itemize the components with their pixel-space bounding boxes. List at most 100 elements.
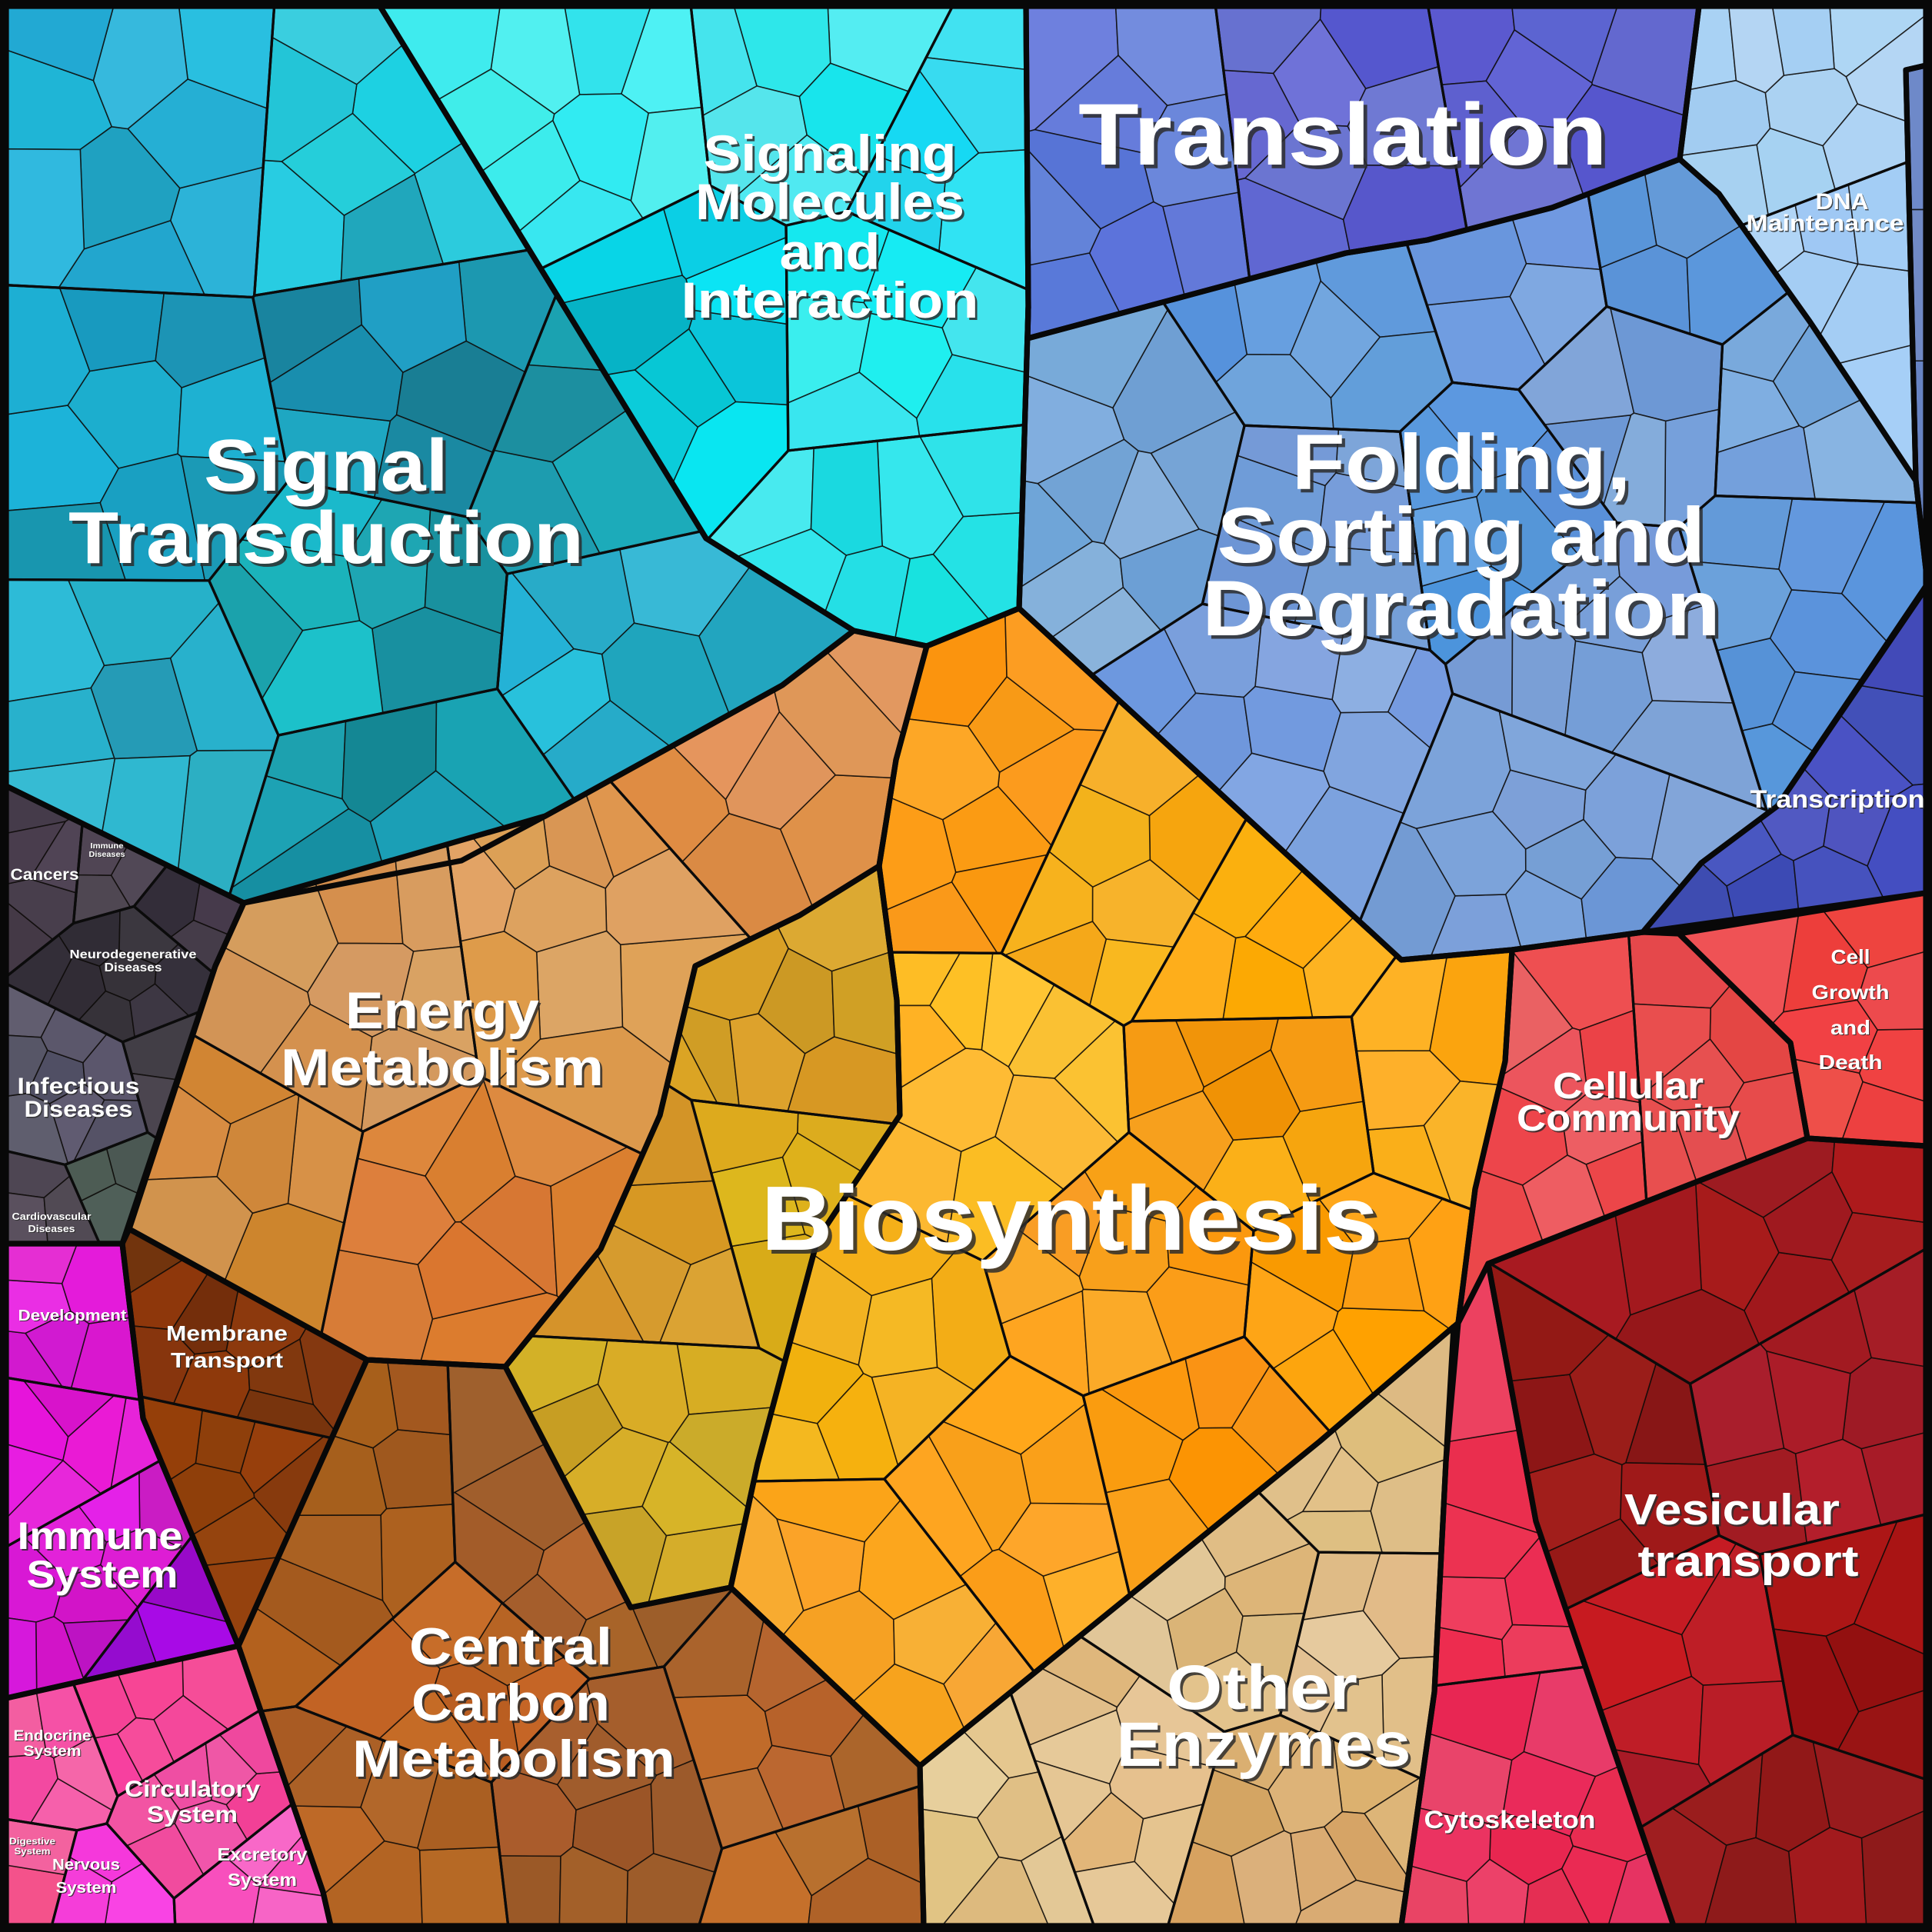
svg-text:Neurodegenerative: Neurodegenerative — [71, 949, 198, 962]
svg-text:System: System — [56, 1880, 117, 1897]
svg-text:System: System — [28, 1554, 180, 1597]
svg-text:and: and — [1831, 1017, 1871, 1040]
svg-text:Degradation: Degradation — [1202, 565, 1720, 652]
svg-text:Maintenance: Maintenance — [1747, 212, 1905, 237]
svg-text:Transport: Transport — [171, 1348, 283, 1372]
svg-text:Maintenance: Maintenance — [1747, 211, 1904, 236]
svg-text:and: and — [781, 225, 882, 282]
svg-text:Degradation: Degradation — [1205, 568, 1724, 655]
svg-text:Metabolism: Metabolism — [355, 1732, 678, 1790]
svg-text:System: System — [228, 1870, 297, 1890]
svg-text:Diseases: Diseases — [105, 961, 162, 974]
svg-text:Biosynthesis: Biosynthesis — [765, 1171, 1383, 1274]
svg-text:System: System — [15, 1847, 52, 1857]
svg-text:Excretory: Excretory — [218, 1844, 308, 1864]
svg-text:Vesicular: Vesicular — [1626, 1487, 1841, 1536]
svg-text:Sorting and: Sorting and — [1221, 495, 1709, 582]
svg-text:transport: transport — [1638, 1537, 1859, 1586]
svg-text:Community: Community — [1517, 1098, 1740, 1139]
svg-text:Cardiovascular: Cardiovascular — [13, 1211, 92, 1223]
svg-text:Cytoskeleton: Cytoskeleton — [1425, 1807, 1597, 1834]
svg-text:Cellular: Cellular — [1554, 1068, 1705, 1108]
svg-text:Immune: Immune — [19, 1516, 185, 1559]
svg-text:Circulatory: Circulatory — [125, 1777, 261, 1803]
svg-text:Metabolism: Metabolism — [281, 1038, 604, 1097]
svg-text:Development: Development — [19, 1308, 128, 1325]
svg-text:Diseases: Diseases — [105, 962, 163, 975]
svg-text:Cancers: Cancers — [12, 867, 80, 884]
svg-text:Carbon: Carbon — [414, 1676, 612, 1734]
svg-text:Nervous: Nervous — [52, 1857, 120, 1874]
svg-text:Energy: Energy — [345, 981, 539, 1040]
svg-text:Membrane: Membrane — [166, 1321, 288, 1345]
svg-text:System: System — [27, 1553, 178, 1596]
svg-text:Carbon: Carbon — [411, 1674, 610, 1732]
svg-text:Growth: Growth — [1812, 981, 1890, 1004]
svg-text:Endocrine: Endocrine — [15, 1729, 92, 1745]
svg-text:System: System — [148, 1803, 238, 1828]
svg-text:Folding,: Folding, — [1292, 418, 1631, 506]
svg-text:Diseases: Diseases — [89, 851, 125, 859]
svg-text:System: System — [147, 1802, 238, 1827]
svg-text:transport: transport — [1640, 1538, 1860, 1587]
svg-text:System: System — [24, 1744, 82, 1760]
svg-text:Cancers: Cancers — [11, 866, 79, 884]
svg-text:and: and — [780, 223, 881, 280]
svg-text:Central: Central — [411, 1620, 615, 1678]
svg-text:Transcription: Transcription — [1751, 786, 1926, 814]
svg-text:Molecules: Molecules — [698, 175, 967, 232]
svg-text:Signaling: Signaling — [704, 125, 957, 182]
svg-text:and: and — [1830, 1016, 1870, 1039]
svg-text:Endocrine: Endocrine — [14, 1728, 92, 1744]
svg-text:System: System — [57, 1880, 118, 1897]
svg-text:Interaction: Interaction — [683, 274, 981, 331]
svg-text:Signal: Signal — [204, 425, 448, 507]
svg-text:Translation: Translation — [1078, 86, 1607, 184]
svg-text:Infectious: Infectious — [18, 1074, 141, 1100]
svg-text:Interaction: Interaction — [681, 271, 979, 328]
svg-text:Immune: Immune — [92, 843, 125, 851]
svg-text:Molecules: Molecules — [695, 173, 964, 230]
svg-text:Folding,: Folding, — [1295, 421, 1634, 509]
svg-text:Diseases: Diseases — [90, 851, 126, 860]
svg-text:Sorting and: Sorting and — [1217, 491, 1706, 579]
svg-text:Development: Development — [18, 1307, 127, 1324]
svg-text:Cell: Cell — [1832, 946, 1871, 969]
svg-text:Digestive: Digestive — [10, 1837, 56, 1847]
svg-text:Diseases: Diseases — [28, 1223, 75, 1234]
svg-text:Diseases: Diseases — [25, 1098, 134, 1123]
svg-text:Death: Death — [1819, 1051, 1883, 1074]
svg-text:System: System — [15, 1846, 51, 1857]
svg-text:Energy: Energy — [348, 984, 541, 1042]
svg-text:Metabolism: Metabolism — [283, 1041, 606, 1099]
svg-text:Vesicular: Vesicular — [1624, 1485, 1840, 1534]
svg-text:DNA: DNA — [1816, 189, 1869, 215]
svg-text:Diseases: Diseases — [29, 1224, 76, 1235]
svg-text:Other: Other — [1169, 1655, 1360, 1725]
svg-text:Excretory: Excretory — [218, 1845, 308, 1865]
svg-text:Biosynthesis: Biosynthesis — [761, 1168, 1379, 1270]
svg-text:Signal: Signal — [207, 428, 451, 510]
svg-text:Signaling: Signaling — [705, 127, 958, 184]
svg-text:Immune: Immune — [18, 1514, 183, 1557]
svg-text:Neurodegenerative: Neurodegenerative — [70, 948, 197, 961]
svg-text:Cell: Cell — [1831, 945, 1870, 968]
svg-text:Community: Community — [1518, 1100, 1741, 1141]
svg-text:Metabolism: Metabolism — [352, 1730, 675, 1788]
svg-text:Cytoskeleton: Cytoskeleton — [1424, 1806, 1596, 1834]
svg-text:System: System — [25, 1744, 82, 1760]
svg-text:Nervous: Nervous — [53, 1857, 121, 1874]
svg-text:Digestive: Digestive — [9, 1836, 55, 1847]
svg-text:Transcription: Transcription — [1750, 785, 1925, 813]
svg-text:Immune: Immune — [91, 842, 124, 851]
svg-text:Death: Death — [1820, 1051, 1884, 1074]
svg-text:Central: Central — [409, 1617, 612, 1676]
svg-text:Circulatory: Circulatory — [125, 1777, 260, 1802]
svg-text:System: System — [228, 1870, 298, 1890]
svg-text:Transport: Transport — [172, 1349, 284, 1373]
svg-text:Enzymes: Enzymes — [1119, 1712, 1414, 1782]
svg-text:Growth: Growth — [1813, 981, 1890, 1004]
svg-text:Cardiovascular: Cardiovascular — [12, 1211, 92, 1222]
svg-text:Infectious: Infectious — [18, 1074, 140, 1099]
svg-text:Translation: Translation — [1082, 90, 1611, 188]
